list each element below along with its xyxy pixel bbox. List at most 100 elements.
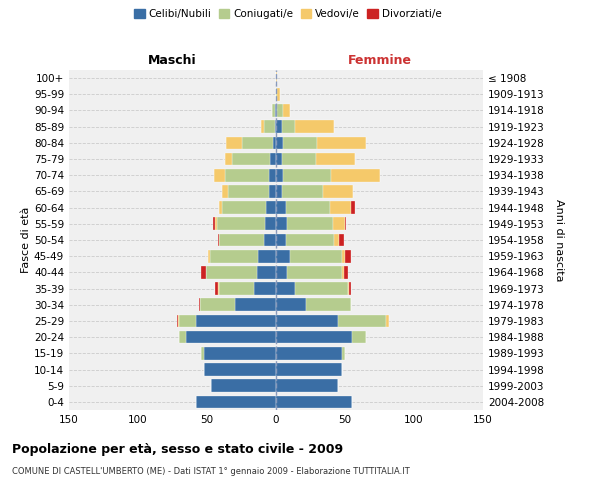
Y-axis label: Anni di nascita: Anni di nascita bbox=[554, 198, 564, 281]
Bar bbox=[257, 266, 276, 278]
Bar bbox=[263, 234, 276, 246]
Bar bbox=[281, 152, 316, 166]
Bar bbox=[287, 266, 342, 278]
Bar bbox=[342, 250, 345, 262]
Bar bbox=[281, 120, 295, 133]
Bar bbox=[295, 282, 348, 295]
Bar bbox=[316, 152, 355, 166]
Bar bbox=[178, 314, 179, 328]
Bar bbox=[345, 218, 346, 230]
Bar bbox=[283, 136, 317, 149]
Bar bbox=[307, 298, 350, 311]
Bar bbox=[332, 218, 345, 230]
Bar bbox=[350, 202, 355, 214]
Bar bbox=[276, 347, 342, 360]
Bar bbox=[276, 282, 295, 295]
Bar bbox=[187, 331, 276, 344]
Bar bbox=[210, 250, 258, 262]
Bar bbox=[334, 234, 340, 246]
Bar bbox=[281, 185, 323, 198]
Bar bbox=[199, 298, 200, 311]
Bar bbox=[222, 202, 266, 214]
Bar bbox=[276, 104, 277, 117]
Bar bbox=[179, 314, 196, 328]
Bar bbox=[342, 266, 344, 278]
Bar bbox=[271, 152, 276, 166]
Bar bbox=[202, 266, 206, 278]
Bar bbox=[214, 169, 225, 181]
Bar bbox=[212, 218, 215, 230]
Bar bbox=[206, 266, 257, 278]
Bar bbox=[275, 120, 276, 133]
Bar bbox=[204, 347, 276, 360]
Bar bbox=[220, 282, 254, 295]
Bar bbox=[295, 120, 334, 133]
Bar bbox=[345, 250, 350, 262]
Bar bbox=[269, 185, 276, 198]
Bar bbox=[276, 136, 283, 149]
Bar bbox=[276, 380, 338, 392]
Bar bbox=[276, 218, 287, 230]
Bar bbox=[317, 136, 366, 149]
Bar bbox=[202, 347, 204, 360]
Bar bbox=[277, 104, 283, 117]
Bar bbox=[386, 314, 389, 328]
Bar bbox=[208, 250, 210, 262]
Bar bbox=[254, 282, 276, 295]
Bar bbox=[215, 218, 217, 230]
Bar bbox=[276, 266, 287, 278]
Bar bbox=[272, 104, 275, 117]
Bar bbox=[261, 120, 263, 133]
Bar bbox=[176, 314, 178, 328]
Bar bbox=[211, 380, 276, 392]
Bar bbox=[263, 120, 275, 133]
Bar bbox=[276, 396, 352, 408]
Bar bbox=[276, 250, 290, 262]
Bar bbox=[218, 282, 220, 295]
Bar bbox=[220, 202, 222, 214]
Bar bbox=[276, 298, 307, 311]
Bar bbox=[352, 331, 366, 344]
Bar bbox=[286, 202, 330, 214]
Legend: Celibi/Nubili, Coniugati/e, Vedovi/e, Divorziati/e: Celibi/Nubili, Coniugati/e, Vedovi/e, Di… bbox=[130, 5, 446, 24]
Bar bbox=[222, 185, 228, 198]
Bar bbox=[276, 185, 281, 198]
Bar bbox=[232, 152, 271, 166]
Bar bbox=[277, 88, 280, 101]
Bar bbox=[276, 88, 277, 101]
Bar bbox=[226, 136, 241, 149]
Bar bbox=[276, 314, 338, 328]
Bar bbox=[225, 169, 269, 181]
Bar bbox=[276, 72, 277, 85]
Text: Popolazione per età, sesso e stato civile - 2009: Popolazione per età, sesso e stato civil… bbox=[12, 442, 343, 456]
Bar bbox=[338, 314, 386, 328]
Bar bbox=[283, 169, 331, 181]
Bar bbox=[196, 396, 276, 408]
Bar bbox=[276, 152, 281, 166]
Bar bbox=[265, 218, 276, 230]
Bar bbox=[348, 282, 349, 295]
Bar bbox=[215, 282, 218, 295]
Bar bbox=[204, 363, 276, 376]
Bar bbox=[217, 218, 265, 230]
Bar bbox=[269, 169, 276, 181]
Bar bbox=[349, 282, 350, 295]
Bar bbox=[276, 120, 281, 133]
Bar bbox=[276, 331, 352, 344]
Bar bbox=[241, 136, 273, 149]
Bar bbox=[235, 298, 276, 311]
Bar bbox=[218, 234, 220, 246]
Bar bbox=[266, 202, 276, 214]
Bar bbox=[342, 347, 345, 360]
Bar bbox=[179, 331, 187, 344]
Bar bbox=[273, 136, 276, 149]
Bar bbox=[340, 234, 344, 246]
Y-axis label: Fasce di età: Fasce di età bbox=[21, 207, 31, 273]
Bar bbox=[276, 363, 342, 376]
Bar bbox=[344, 266, 348, 278]
Bar bbox=[330, 202, 350, 214]
Bar bbox=[287, 218, 332, 230]
Bar bbox=[331, 169, 380, 181]
Bar bbox=[276, 202, 286, 214]
Bar bbox=[228, 185, 269, 198]
